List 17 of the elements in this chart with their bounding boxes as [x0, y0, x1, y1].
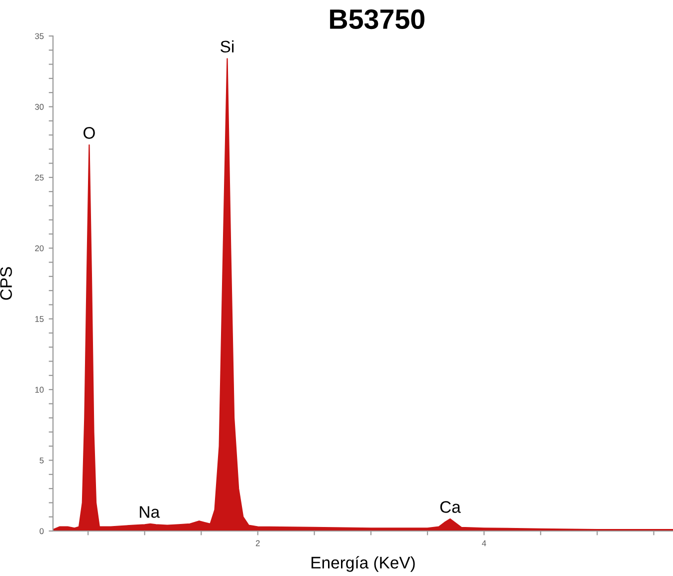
- chart-title: B53750: [330, 9, 424, 30]
- y-tick-label: 25: [35, 174, 44, 181]
- y-tick-label: 20: [35, 245, 44, 252]
- annotation: Na: [140, 506, 160, 518]
- annotation: O: [84, 127, 95, 139]
- x-tick-label: 2: [256, 540, 260, 546]
- annotation: Si: [220, 40, 234, 53]
- y-tick-label: 5: [40, 458, 44, 464]
- x-axis-title: Energía (KeV): [312, 556, 415, 572]
- x-tick-label: 4: [482, 540, 486, 546]
- y-tick-label: 10: [35, 386, 44, 393]
- y-tick-label: 0: [40, 528, 44, 534]
- y-tick-label: 30: [35, 104, 44, 110]
- annotation: Ca: [440, 501, 461, 513]
- y-tick-label: 15: [35, 316, 44, 322]
- y-axis-title: CPS: [0, 267, 12, 300]
- y-tick-label: 35: [35, 33, 44, 40]
